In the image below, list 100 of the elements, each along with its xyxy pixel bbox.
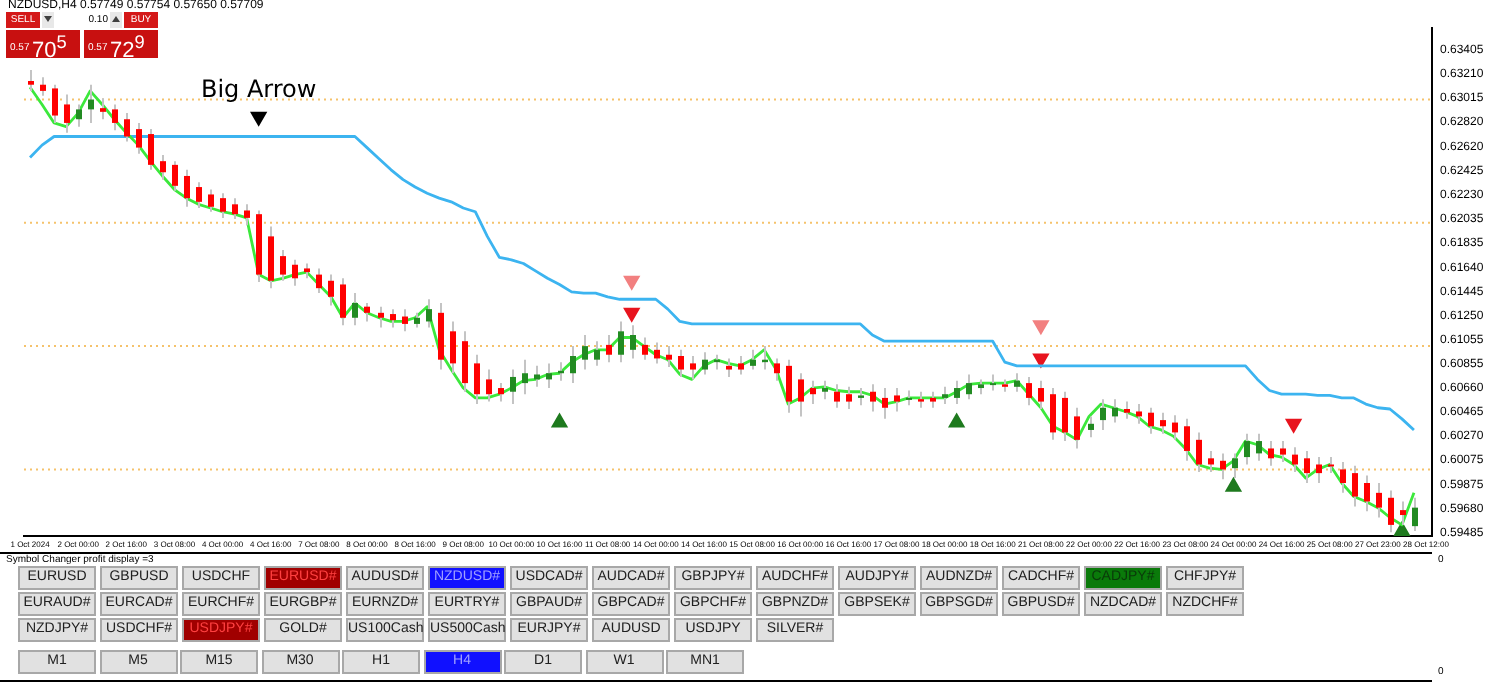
candlestick: [1352, 464, 1358, 508]
candlestick: [1050, 387, 1056, 441]
candlestick: [1256, 432, 1262, 462]
candlestick: [1364, 474, 1370, 513]
candlestick: [438, 301, 444, 371]
candlestick: [1160, 411, 1166, 435]
point: [551, 413, 568, 428]
candlestick: [1232, 452, 1238, 480]
candlestick: [364, 301, 370, 323]
candlestick: [1316, 456, 1322, 484]
candlestick: [328, 273, 334, 307]
point: [1032, 320, 1049, 335]
candlestick: [690, 354, 696, 381]
candlestick: [208, 188, 214, 213]
candlestick: [232, 197, 238, 221]
candlestick: [510, 368, 516, 406]
candlestick: [100, 97, 106, 121]
candlestick: [606, 334, 612, 364]
candlestick: [954, 379, 960, 406]
candlestick: [1268, 440, 1274, 467]
candlestick: [810, 379, 816, 406]
candlestick: [1388, 489, 1394, 534]
candlestick: [738, 354, 744, 376]
point: [250, 111, 267, 126]
candlestick: [894, 387, 900, 413]
candlestick: [1244, 432, 1250, 466]
candlestick: [1112, 398, 1118, 424]
candlestick: [1074, 406, 1080, 450]
candlestick: [292, 258, 298, 287]
candlestick: [546, 362, 552, 390]
candlestick: [966, 373, 972, 401]
candlestick: [426, 298, 432, 329]
candlestick: [1412, 496, 1418, 533]
candlestick: [594, 340, 600, 367]
candlestick: [870, 383, 876, 413]
candlestick: [1014, 372, 1020, 393]
candlestick: [1208, 449, 1214, 473]
candlestick: [582, 334, 588, 371]
candlestick: [498, 382, 504, 403]
candlestick: [316, 267, 322, 295]
candlestick: [28, 68, 34, 92]
candlestick: [1304, 449, 1310, 484]
candlestick: [522, 358, 528, 396]
candlestick: [474, 353, 480, 406]
candlestick: [1292, 446, 1298, 473]
candlestick: [124, 112, 130, 143]
candlestick: [822, 379, 828, 401]
candlestick: [1280, 440, 1286, 464]
candlestick: [148, 128, 154, 171]
candlestick: [1100, 398, 1106, 431]
point: [1225, 477, 1242, 492]
candlestick: [196, 181, 202, 210]
candlestick: [1026, 375, 1032, 407]
annotation: 72$^{9}$: [110, 30, 145, 66]
candlestick: [1136, 403, 1142, 425]
candlestick: [654, 341, 660, 365]
candlestick: [630, 324, 636, 360]
candlestick: [112, 103, 118, 132]
candlestick: [1062, 390, 1068, 443]
candlestick: [990, 373, 996, 392]
candlestick: [786, 358, 792, 414]
candlestick: [390, 308, 396, 329]
point: [1285, 418, 1302, 433]
candlestick: [666, 345, 672, 369]
candlestick: [1340, 461, 1346, 494]
candlestick: [280, 248, 286, 282]
candlestick: [52, 83, 58, 124]
candlestick: [846, 385, 852, 410]
candlestick: [1220, 452, 1226, 481]
candlestick: [774, 357, 780, 382]
candlestick: [1184, 417, 1190, 462]
point: [1032, 353, 1049, 368]
candlestick: [702, 351, 708, 376]
candlestick: [486, 368, 492, 403]
candlestick: [244, 203, 250, 227]
candlestick: [352, 292, 358, 327]
candlestick: [570, 345, 576, 385]
point: [1393, 522, 1410, 536]
candlestick: [1148, 406, 1154, 435]
candlestick: [798, 372, 804, 418]
candlestick: [1038, 379, 1044, 410]
candlestick: [450, 320, 456, 375]
candlestick: [268, 225, 274, 290]
candlestick: [726, 357, 732, 378]
annotation: 70$^{5}$: [32, 30, 67, 66]
annotation: Big Arrow: [200, 75, 317, 104]
candlestick: [88, 83, 94, 124]
candlestick: [834, 383, 840, 409]
candlestick: [1400, 500, 1406, 526]
candlestick: [642, 336, 648, 361]
candlestick: [750, 348, 756, 371]
candlestick: [76, 103, 82, 128]
candlestick: [184, 168, 190, 208]
candlestick: [64, 93, 70, 134]
candlestick: [172, 160, 178, 192]
point: [623, 275, 640, 290]
point: [623, 307, 640, 322]
candlestick: [220, 192, 226, 219]
candlestick: [678, 348, 684, 378]
candlestick: [378, 305, 384, 329]
